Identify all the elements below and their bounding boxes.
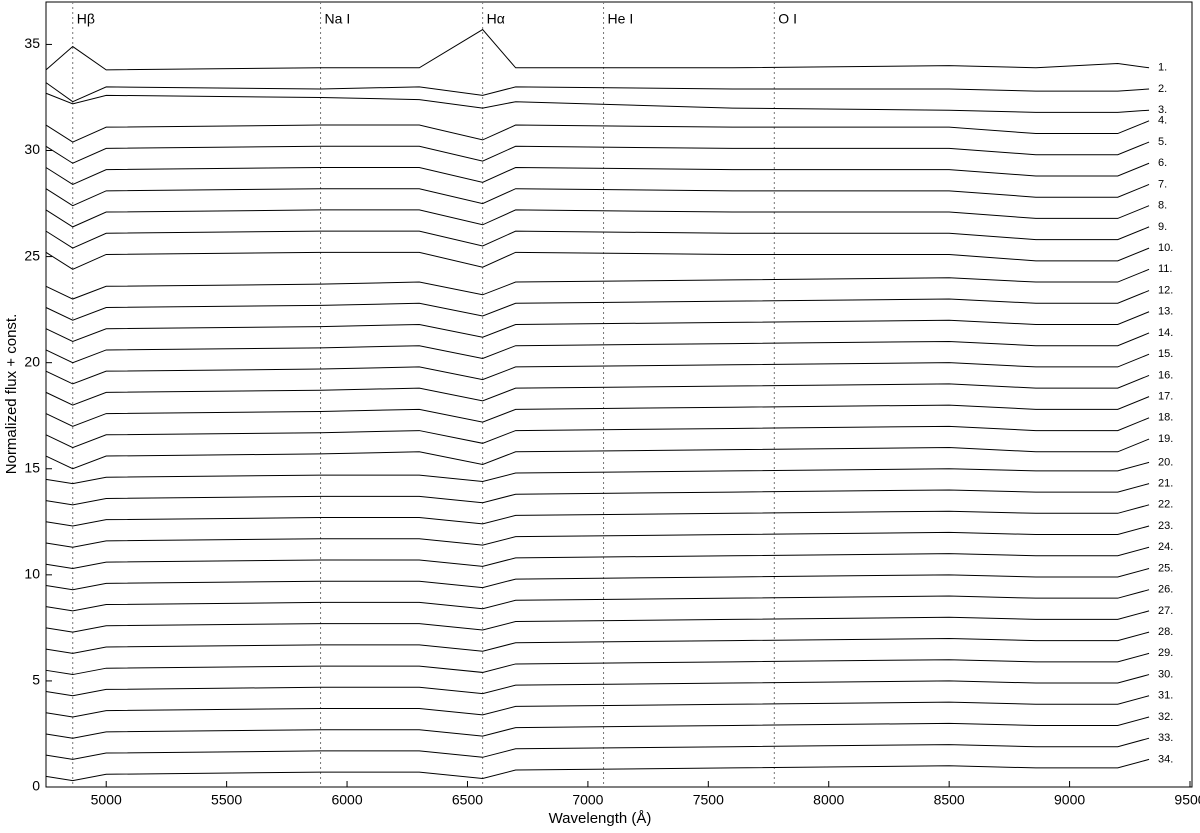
spectrum-line [45,226,1150,249]
series-label: 24. [1158,541,1173,553]
series-label: 8. [1158,200,1167,212]
spectrum-line [45,610,1150,633]
series-label: 1. [1158,62,1167,74]
spectrum-line [45,311,1150,343]
series-label: 21. [1158,478,1173,490]
spectrum-line [45,120,1150,143]
spectrum-line [45,353,1150,385]
series-label: 6. [1158,157,1167,169]
series-label: 29. [1158,647,1173,659]
series-label: 9. [1158,221,1167,233]
series-label: 30. [1158,668,1173,680]
series-label: 32. [1158,711,1173,723]
x-tick-label: 5000 [91,792,122,808]
series-label: 19. [1158,433,1173,445]
series-label: 28. [1158,626,1173,638]
spectrum-line [45,417,1150,449]
spectrum-line [45,290,1150,321]
y-tick-label: 35 [24,35,40,51]
reference-label: Hα [487,11,505,27]
series-label: 14. [1158,327,1173,339]
spectrum-line [45,438,1150,470]
series-label: 31. [1158,690,1173,702]
y-axis-label: Normalized flux + const. [3,314,20,474]
spectrum-line [45,695,1150,718]
x-tick-label: 6500 [452,792,483,808]
reference-label: O I [778,11,797,27]
series-label: 34. [1158,753,1173,765]
x-tick-label: 7000 [572,792,603,808]
spectrum-line [45,183,1150,207]
spectrum-line [45,247,1150,270]
plot-frame [45,1,1193,788]
spectrum-line [45,374,1150,406]
spectrum-line [45,716,1150,739]
y-tick-label: 0 [32,778,40,794]
spectrum-line [45,461,1150,485]
series-label: 23. [1158,520,1173,532]
y-tick-label: 30 [24,141,40,157]
spectrum-line [45,28,1150,71]
y-tick-label: 15 [24,459,40,475]
series-label: 20. [1158,456,1173,468]
y-tick-label: 25 [24,247,40,263]
y-tick-label: 10 [24,566,40,582]
x-axis-label: Wavelength (Å) [549,810,652,827]
spectrum-line [45,546,1150,569]
spectrum-line [45,396,1150,427]
reference-label: Na I [325,11,351,27]
series-label: 7. [1158,178,1167,190]
series-label: 3. [1158,104,1167,116]
series-label: 5. [1158,136,1167,148]
spectrum-line [45,268,1150,300]
spectrum-line [45,737,1150,760]
series-label: 2. [1158,83,1167,95]
series-label: 10. [1158,242,1173,254]
spectrum-line [45,82,1150,103]
x-tick-label: 5500 [211,792,242,808]
spectrum-line [45,758,1150,782]
series-label: 16. [1158,369,1173,381]
x-tick-label: 8500 [934,792,965,808]
spectrum-line [45,205,1150,228]
spectrum-line [45,162,1150,186]
series-label: 13. [1158,306,1173,318]
spectrum-line [45,589,1150,612]
x-tick-label: 8000 [813,792,844,808]
spectrum-line [45,674,1150,697]
series-label: 4. [1158,115,1167,127]
spectrum-line [45,652,1150,676]
reference-label: He I [608,11,634,27]
spectrum-line [45,631,1150,654]
series-label: 18. [1158,412,1173,424]
x-tick-label: 7500 [693,792,724,808]
spectrum-line [45,525,1150,548]
y-tick-label: 5 [32,672,40,688]
series-label: 33. [1158,732,1173,744]
series-label: 27. [1158,605,1173,617]
series-label: 25. [1158,562,1173,574]
series-label: 15. [1158,348,1173,360]
y-tick-label: 20 [24,353,40,369]
x-tick-label: 6000 [331,792,362,808]
spectrum-line [45,567,1150,591]
x-tick-label: 9000 [1054,792,1085,808]
spectrum-line [45,504,1150,527]
spectrum-line [45,92,1150,113]
series-label: 11. [1158,263,1172,275]
series-label: 22. [1158,499,1173,511]
spectrum-line [45,332,1150,364]
series-label: 12. [1158,284,1173,296]
reference-label: Hβ [77,11,95,27]
series-label: 26. [1158,584,1173,596]
series-label: 17. [1158,391,1173,403]
spectrum-line [45,483,1150,506]
spectrum-line [45,141,1150,164]
